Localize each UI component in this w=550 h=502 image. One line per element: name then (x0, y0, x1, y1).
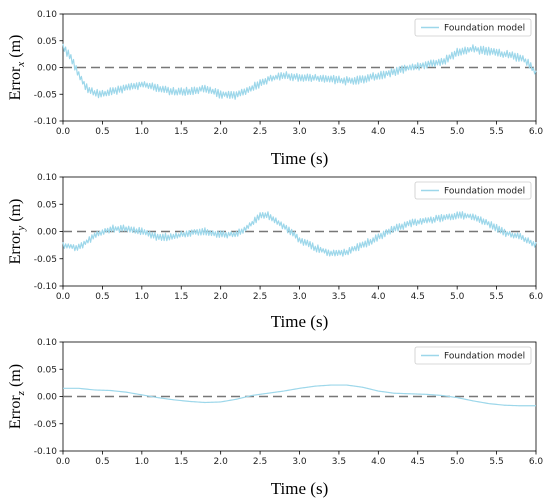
y-axis-label: Errory (m) (7, 199, 27, 265)
y-tick-label: 0.10 (37, 173, 57, 183)
x-tick-label: 3.0 (292, 292, 307, 302)
chart-3: 0.0 0.5 1.0 1.5 2.0 2.5 3.0 3.5 4.0 4.5 5.0 5.5 6.0 -… (7, 338, 543, 498)
legend-box (414, 346, 532, 365)
series-line-1 (63, 384, 536, 407)
chart-2: 0.0 0.5 1.0 1.5 2.0 2.5 3.0 3.5 4.0 4.5 5.0 5.5 6.0 -… (7, 173, 543, 331)
y-axis-label: Errorz (m) (7, 364, 27, 429)
y-axis-label: Errorx (m) (7, 35, 27, 101)
legend-label: Foundation model (444, 24, 525, 34)
x-tick-label: 5.5 (489, 292, 503, 302)
legend-box (414, 18, 532, 37)
y-axis-label-main: Error (7, 66, 24, 100)
x-tick-label: 5.5 (489, 127, 503, 137)
x-tick-label: 4.5 (411, 127, 425, 137)
x-tick-label: 0.0 (56, 457, 71, 467)
x-tick-label: 1.0 (135, 127, 150, 137)
y-tick-label: -0.10 (34, 282, 58, 292)
x-tick-label: 3.5 (332, 457, 346, 467)
x-tick-label: 2.0 (214, 292, 229, 302)
y-tick-label: 0.10 (37, 10, 57, 20)
y-tick-label: 0.00 (37, 228, 57, 238)
x-tick-label: 4.0 (371, 127, 386, 137)
chart-1: 0.0 0.5 1.0 1.5 2.0 2.5 3.0 3.5 4.0 4.5 5.0 5.5 6.0 -… (7, 10, 543, 168)
y-axis-label-subscript: z (15, 390, 27, 396)
y-axis-label-subscript: y (15, 226, 27, 232)
series-line-1 (62, 43, 537, 100)
x-tick-label: 3.5 (332, 292, 346, 302)
legend-label: Foundation model (444, 352, 525, 362)
x-axis-label: Time (s) (271, 479, 328, 498)
x-tick-label: 5.0 (450, 457, 465, 467)
x-tick-label: 0.5 (95, 457, 109, 467)
y-tick-label: 0.00 (37, 64, 57, 74)
x-tick-label: 1.0 (135, 457, 150, 467)
y-tick-label: -0.05 (34, 255, 57, 265)
legend-box (414, 181, 532, 200)
y-tick-label: 0.05 (37, 37, 57, 47)
x-tick-label: 2.0 (214, 127, 229, 137)
x-tick-label: 1.5 (174, 127, 188, 137)
x-axis-label: Time (s) (271, 149, 328, 168)
x-tick-label: 1.0 (135, 292, 150, 302)
y-tick-label: 0.05 (37, 365, 57, 375)
y-tick-label: 0.00 (37, 393, 57, 403)
x-tick-label: 0.0 (56, 127, 71, 137)
y-axis-label-main: Error (7, 395, 24, 429)
legend: Foundation model (414, 346, 532, 365)
x-tick-label: 5.5 (489, 457, 503, 467)
x-tick-label: 1.5 (174, 292, 188, 302)
y-axis-label-unit: (m) (7, 199, 24, 226)
x-tick-label: 4.0 (371, 457, 386, 467)
x-tick-label: 6.0 (529, 292, 544, 302)
x-tick-label: 0.5 (95, 127, 109, 137)
legend: Foundation model (414, 18, 532, 37)
legend-label: Foundation model (444, 187, 525, 197)
y-tick-label: 0.10 (37, 338, 57, 348)
x-tick-label: 0.0 (56, 292, 71, 302)
x-tick-label: 2.5 (253, 292, 267, 302)
y-axis-label-unit: (m) (7, 364, 24, 391)
x-tick-label: 3.0 (292, 127, 307, 137)
y-axis-label-subscript: x (15, 62, 27, 68)
x-tick-label: 3.0 (292, 457, 307, 467)
x-tick-label: 3.5 (332, 127, 346, 137)
x-axis-label: Time (s) (271, 312, 328, 331)
x-tick-label: 1.5 (174, 457, 188, 467)
x-tick-label: 6.0 (529, 457, 544, 467)
x-tick-label: 4.5 (411, 457, 425, 467)
x-tick-label: 4.5 (411, 292, 425, 302)
y-tick-label: -0.10 (34, 447, 58, 457)
x-tick-label: 6.0 (529, 127, 544, 137)
x-tick-label: 5.0 (450, 127, 465, 137)
y-axis-label-main: Error (7, 230, 24, 264)
x-tick-label: 4.0 (371, 292, 386, 302)
x-tick-label: 2.5 (253, 127, 267, 137)
x-tick-label: 2.0 (214, 457, 229, 467)
x-tick-label: 0.5 (95, 292, 109, 302)
legend: Foundation model (414, 181, 532, 200)
y-tick-label: -0.10 (34, 117, 58, 127)
series-line-1 (62, 211, 537, 257)
y-tick-label: -0.05 (34, 90, 57, 100)
y-tick-label: 0.05 (37, 200, 57, 210)
x-tick-label: 5.0 (450, 292, 465, 302)
y-axis-label-unit: (m) (7, 35, 24, 62)
y-tick-label: -0.05 (34, 420, 57, 430)
x-tick-label: 2.5 (253, 457, 267, 467)
